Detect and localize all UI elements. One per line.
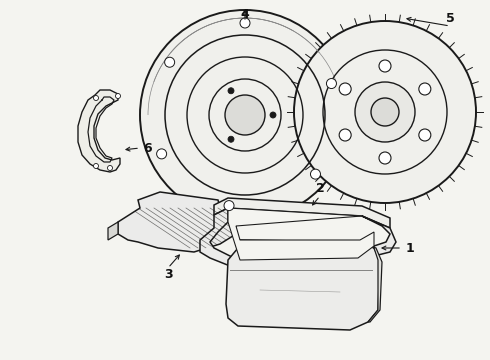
Polygon shape bbox=[226, 240, 380, 330]
Circle shape bbox=[294, 21, 476, 203]
Text: 3: 3 bbox=[164, 269, 172, 282]
Polygon shape bbox=[214, 198, 390, 228]
Text: 2: 2 bbox=[316, 181, 324, 194]
Circle shape bbox=[225, 95, 265, 135]
Circle shape bbox=[419, 129, 431, 141]
Circle shape bbox=[116, 94, 121, 99]
Circle shape bbox=[339, 129, 351, 141]
Circle shape bbox=[165, 57, 174, 67]
Circle shape bbox=[326, 78, 337, 89]
Polygon shape bbox=[118, 192, 236, 252]
Circle shape bbox=[371, 98, 399, 126]
Circle shape bbox=[228, 88, 234, 94]
Circle shape bbox=[379, 152, 391, 164]
Circle shape bbox=[355, 82, 415, 142]
Circle shape bbox=[94, 163, 98, 168]
Polygon shape bbox=[200, 208, 240, 266]
Circle shape bbox=[240, 18, 250, 28]
Circle shape bbox=[140, 10, 350, 220]
Circle shape bbox=[107, 166, 113, 171]
Polygon shape bbox=[228, 208, 374, 260]
Circle shape bbox=[311, 169, 320, 179]
Text: 1: 1 bbox=[406, 242, 415, 255]
Circle shape bbox=[379, 60, 391, 72]
Text: 5: 5 bbox=[445, 12, 454, 24]
Circle shape bbox=[270, 112, 276, 118]
Polygon shape bbox=[108, 222, 118, 240]
Circle shape bbox=[419, 83, 431, 95]
Text: 4: 4 bbox=[241, 9, 249, 22]
Circle shape bbox=[94, 95, 98, 100]
Text: 6: 6 bbox=[144, 141, 152, 154]
Polygon shape bbox=[362, 216, 396, 256]
Polygon shape bbox=[78, 90, 120, 172]
Circle shape bbox=[157, 149, 167, 159]
Circle shape bbox=[224, 201, 234, 211]
Circle shape bbox=[339, 83, 351, 95]
Circle shape bbox=[228, 136, 234, 142]
Polygon shape bbox=[360, 242, 382, 322]
